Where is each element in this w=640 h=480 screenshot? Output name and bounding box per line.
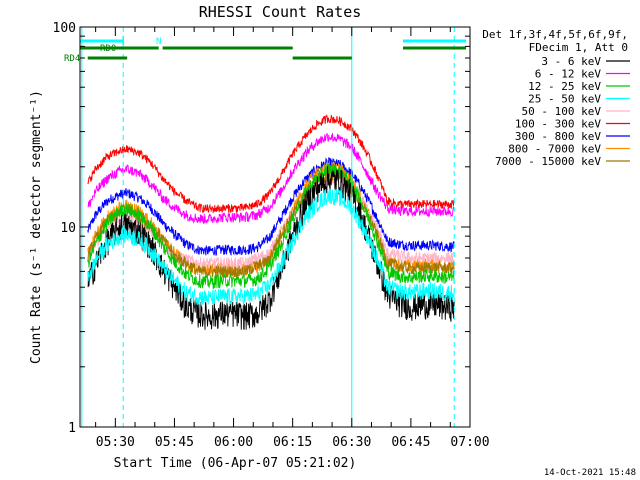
legend-label: 25 - 50 keV — [528, 93, 601, 106]
series-line-6-12-kev — [87, 132, 455, 225]
series-line-3-6-kev — [87, 166, 455, 330]
x-tick-label: 06:15 — [273, 435, 312, 450]
attn-label-rd4: RD4 — [64, 54, 80, 64]
series-line-100-300-kev — [87, 114, 455, 214]
legend-label: 50 - 100 keV — [522, 105, 602, 118]
legend-label: 300 - 800 keV — [515, 130, 601, 143]
legend-label: 6 - 12 keV — [535, 68, 602, 81]
x-tick-label: 05:30 — [96, 435, 135, 450]
x-tick-label: 05:45 — [155, 435, 194, 450]
x-tick-label: 07:00 — [450, 435, 489, 450]
attenuator-bars: RD0 RD4 N — [64, 36, 467, 64]
series-line-12-25-kev — [87, 162, 455, 290]
x-axis-ticks: 05:30 05:45 06:00 06:15 06:30 06:45 07:00 — [95, 27, 490, 450]
y-tick-label: 10 — [60, 221, 76, 236]
attn-label-rd0: RD0 — [100, 44, 116, 54]
y-axis-ticks: 1 10 100 — [53, 21, 470, 436]
legend: Det 1f,3f,4f,5f,6f,9f, FDecim 1, Att 0 3… — [482, 28, 630, 168]
series-line-300-800-kev — [87, 156, 455, 256]
x-tick-label: 06:45 — [391, 435, 430, 450]
legend-header-line-2: FDecim 1, Att 0 — [529, 41, 628, 54]
legend-label: 3 - 6 keV — [541, 55, 601, 68]
chart-title: RHESSI Count Rates — [199, 3, 362, 21]
y-axis-label: Count Rate (s⁻¹ detector segment⁻¹) — [29, 90, 44, 364]
legend-label: 12 - 25 keV — [528, 80, 601, 93]
attn-label-n: N — [156, 37, 161, 47]
series-line-25-50-kev — [87, 188, 455, 306]
y-tick-label: 100 — [53, 21, 76, 36]
x-tick-label: 06:30 — [332, 435, 371, 450]
legend-label: 800 - 7000 keV — [508, 143, 601, 156]
x-axis-label: Start Time (06-Apr-07 05:21:02) — [114, 456, 357, 471]
series-group — [87, 114, 455, 330]
x-tick-label: 06:00 — [214, 435, 253, 450]
series-line-7000-15000-kev — [87, 169, 455, 279]
y-tick-label: 1 — [68, 421, 76, 436]
legend-header-line-1: Det 1f,3f,4f,5f,6f,9f, — [482, 28, 628, 41]
footer-date: 14-Oct-2021 15:48 — [544, 468, 636, 478]
legend-label: 100 - 300 keV — [515, 118, 601, 131]
legend-label: 7000 - 15000 keV — [495, 155, 601, 168]
